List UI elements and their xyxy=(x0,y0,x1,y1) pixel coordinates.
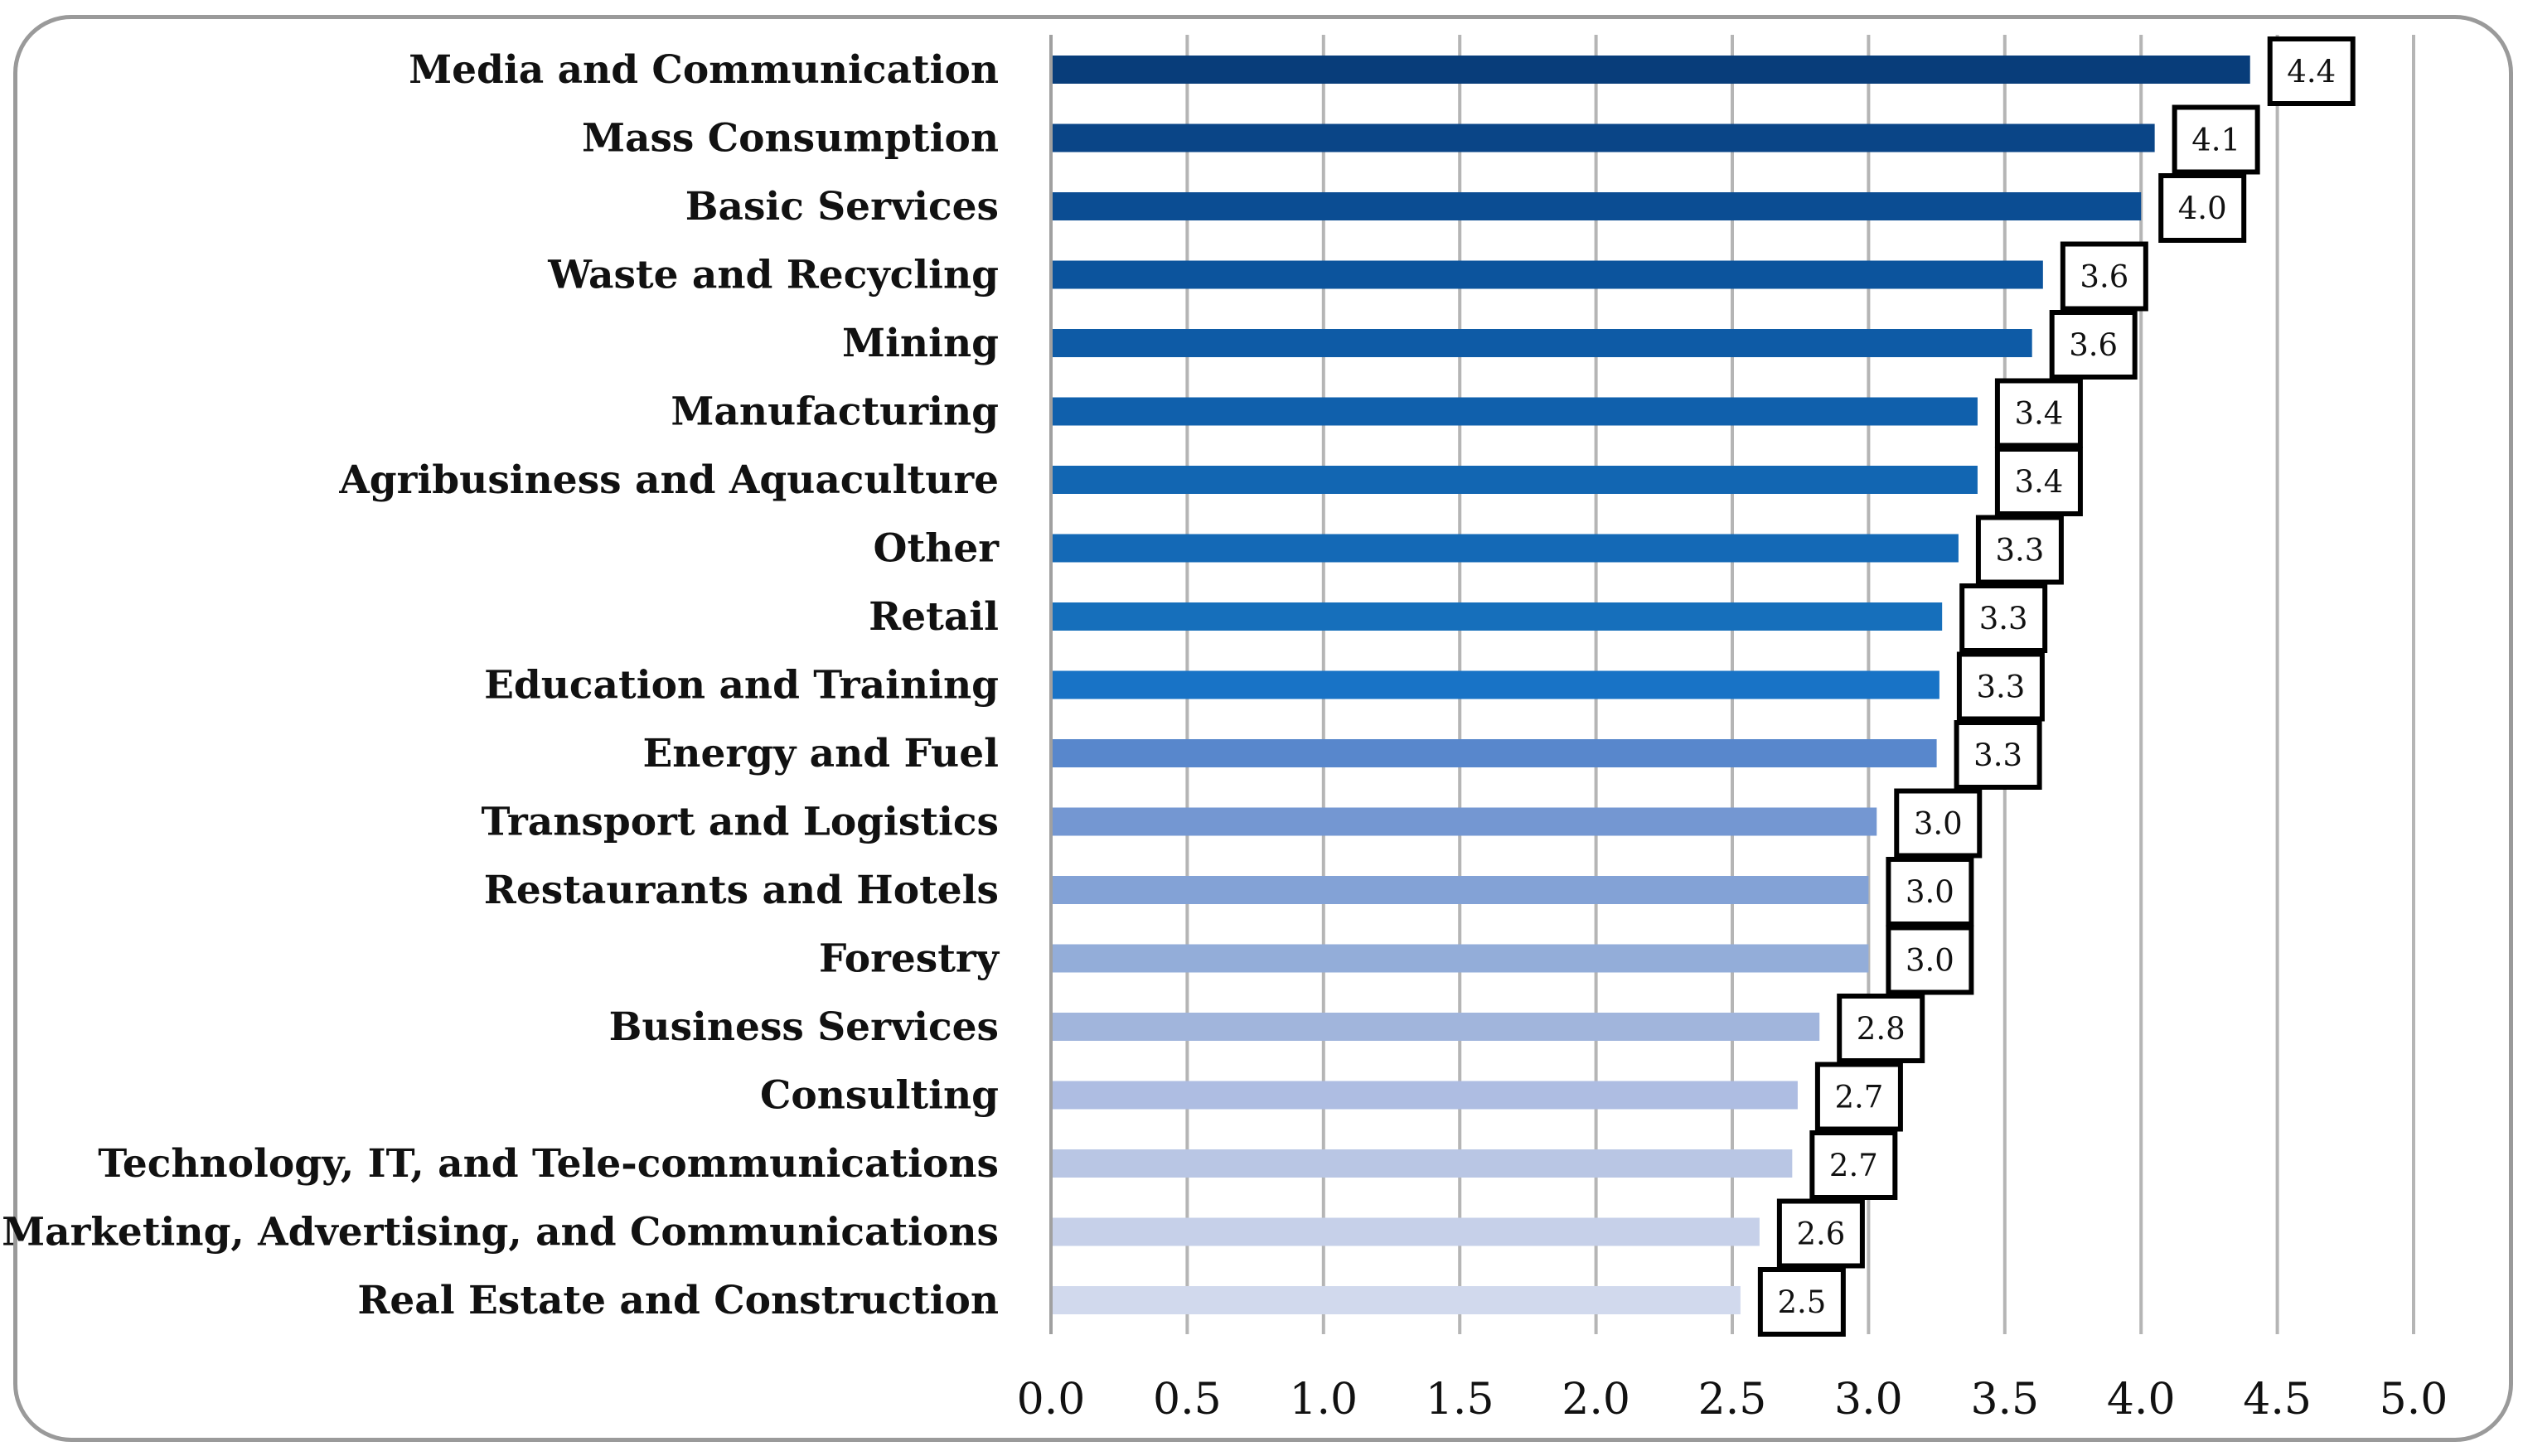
bars xyxy=(1051,56,2250,1314)
data-label: 3.0 xyxy=(1906,874,1954,910)
data-label-box xyxy=(1809,1130,1898,1200)
bar xyxy=(1051,534,1959,563)
bar xyxy=(1051,260,2043,289)
data-label: 3.0 xyxy=(1906,943,1954,979)
data-label: 3.4 xyxy=(2014,464,2063,500)
data-labels: 4.44.14.03.63.63.43.43.33.33.33.33.03.03… xyxy=(1757,36,2356,1337)
bar xyxy=(1051,192,2142,220)
data-label: 3.3 xyxy=(1979,601,2028,636)
data-label: 3.0 xyxy=(1914,806,1963,842)
bar xyxy=(1051,1149,1793,1178)
data-label-box xyxy=(2060,241,2148,312)
bar xyxy=(1051,1217,1760,1246)
bar xyxy=(1051,876,1869,904)
x-tick-label: 5.0 xyxy=(2380,1375,2448,1425)
data-label: 4.1 xyxy=(2191,123,2240,158)
bar xyxy=(1051,739,1937,767)
data-label-box xyxy=(2158,173,2247,243)
bar xyxy=(1051,123,2155,152)
data-label: 4.4 xyxy=(2287,54,2336,89)
data-label-box xyxy=(1975,515,2064,585)
bar xyxy=(1051,1286,1741,1314)
bar xyxy=(1051,466,1978,494)
category-label: Mining xyxy=(842,321,999,366)
bar xyxy=(1051,807,1877,836)
data-label-box xyxy=(1994,447,2083,516)
category-label: Retail xyxy=(869,594,999,640)
data-label-box xyxy=(1954,720,2042,790)
data-label: 2.6 xyxy=(1796,1217,1845,1252)
category-label: Business Services xyxy=(609,1004,999,1050)
category-label: Energy and Fuel xyxy=(642,731,999,776)
category-label: Other xyxy=(874,526,1000,572)
bar xyxy=(1051,944,1869,973)
x-tick-label: 1.0 xyxy=(1289,1375,1358,1425)
bar xyxy=(1051,670,1939,699)
data-label: 3.3 xyxy=(1973,738,2022,773)
category-label: Education and Training xyxy=(484,663,999,709)
data-label: 2.7 xyxy=(1829,1148,1878,1183)
category-label: Mass Consumption xyxy=(582,116,999,162)
category-label: Real Estate and Construction xyxy=(357,1278,999,1323)
x-tick-label: 4.0 xyxy=(2107,1375,2176,1425)
category-label: Marketing, Advertising, and Communicatio… xyxy=(2,1210,999,1255)
data-label: 3.6 xyxy=(2080,259,2128,295)
x-tick-label: 0.0 xyxy=(1017,1375,1086,1425)
data-label: 2.7 xyxy=(1834,1080,1883,1115)
category-label: Manufacturing xyxy=(671,389,999,435)
data-label: 2.5 xyxy=(1777,1284,1826,1320)
category-label: Agribusiness and Aquaculture xyxy=(338,457,999,503)
x-tick-label: 1.5 xyxy=(1426,1375,1494,1425)
x-axis-tick-labels: 0.0 0.5 1.0 1.5 2.0 2.5 3.0 3.5 4.0 4.5 5.0 xyxy=(1017,1375,2448,1425)
category-label: Media and Communication xyxy=(409,47,999,93)
category-label: Technology, IT, and Tele-communications xyxy=(98,1141,999,1187)
data-label: 4.0 xyxy=(2178,191,2227,226)
category-label: Basic Services xyxy=(685,184,999,230)
data-label-box xyxy=(1837,994,1925,1063)
bar xyxy=(1051,1081,1798,1110)
category-labels: Media and Communication Mass Consumption B… xyxy=(2,47,1000,1323)
data-label-box xyxy=(1956,651,2045,722)
bar xyxy=(1051,329,2032,357)
bar xyxy=(1051,1013,1820,1041)
x-tick-label: 4.5 xyxy=(2243,1375,2312,1425)
x-tick-label: 3.0 xyxy=(1834,1375,1903,1425)
data-label-box xyxy=(2049,310,2138,380)
bar xyxy=(1051,56,2250,84)
category-label: Consulting xyxy=(760,1073,999,1119)
data-label: 3.3 xyxy=(1976,670,2025,705)
bar xyxy=(1051,397,1978,426)
data-label: 3.4 xyxy=(2014,396,2063,432)
data-label-box xyxy=(1994,378,2083,448)
x-tick-label: 3.5 xyxy=(1970,1375,2039,1425)
bar xyxy=(1051,602,1943,631)
data-label-box xyxy=(1886,857,1974,926)
data-label: 3.6 xyxy=(2069,327,2118,363)
x-tick-label: 0.5 xyxy=(1153,1375,1222,1425)
data-label-box xyxy=(1757,1267,1846,1337)
data-label-box xyxy=(1894,788,1983,859)
data-label-box xyxy=(2267,36,2356,106)
data-label-box xyxy=(1886,925,1974,995)
data-label-box xyxy=(1776,1198,1865,1269)
category-label: Restaurants and Hotels xyxy=(484,868,999,913)
data-label-box xyxy=(1814,1062,1903,1132)
category-label: Forestry xyxy=(819,936,1000,982)
data-label-box xyxy=(1959,583,2048,653)
data-label: 2.8 xyxy=(1857,1011,1906,1047)
category-label: Waste and Recycling xyxy=(547,253,999,298)
data-label-box xyxy=(2172,104,2260,175)
data-label: 3.3 xyxy=(1995,533,2044,568)
category-label: Transport and Logistics xyxy=(481,800,999,845)
x-tick-label: 2.5 xyxy=(1698,1375,1767,1425)
x-tick-label: 2.0 xyxy=(1562,1375,1630,1425)
